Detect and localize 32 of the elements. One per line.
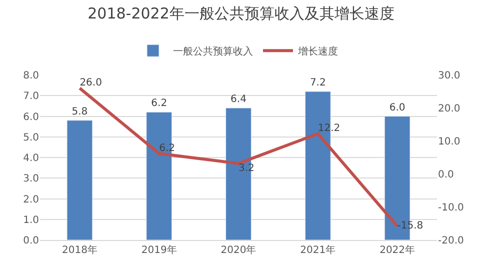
y-tick-label: 3.0 [23,174,39,185]
data-label: 7.2 [310,78,326,88]
legend-label: 一般公共预算收入 [173,46,253,58]
y-tick-label: 8.0 [23,70,39,82]
x-tick-label: 2021年 [300,244,336,256]
y2-tick-label: 0.0 [438,170,454,180]
x-tick-label: 2018年 [62,244,98,256]
y-tick-label: 7.0 [23,91,39,102]
y-tick-label: 6.0 [23,112,39,123]
y-tick-label: 5.0 [23,132,39,144]
y-tick-label: 0.0 [23,236,39,246]
y-tick-label: 1.0 [23,214,39,226]
data-label: 5.8 [72,106,88,118]
x-tick-label: 2019年 [141,244,177,256]
bar [226,108,252,240]
y2-tick-label: 30.0 [438,70,460,82]
chart-title: 2018-2022年一般公共预算收入及其增长速度 [88,4,394,23]
y2-tick-label: -20.0 [438,236,464,246]
y2-tick-label: 20.0 [438,104,460,114]
legend-label: 增长速度 [297,46,338,58]
bar [66,120,93,240]
data-label: 26.0 [80,78,102,89]
y-tick-label: 2.0 [23,194,39,206]
data-label: 6.2 [151,98,168,110]
y-tick-label: 4.0 [23,153,39,164]
data-label: 6.4 [230,94,246,105]
x-tick-label: 2020年 [220,244,256,256]
y2-tick-label: 10.0 [438,136,460,148]
bar [146,112,172,240]
data-label: 6.0 [389,102,406,114]
x-tick-label: 2022年 [380,244,416,256]
y2-tick-label: -10.0 [438,202,464,214]
